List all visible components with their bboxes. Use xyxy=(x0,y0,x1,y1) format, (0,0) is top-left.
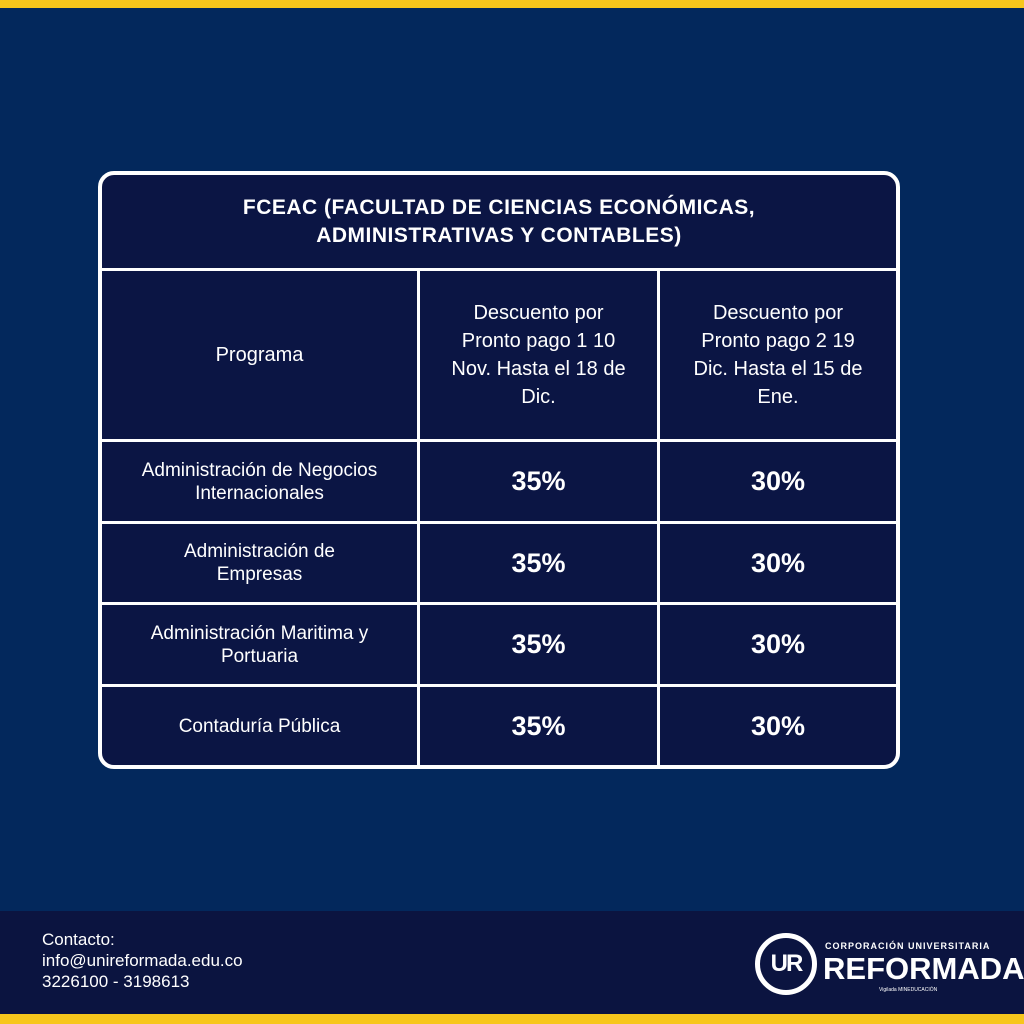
column-divider xyxy=(417,271,420,765)
header-discount2: Descuento por Pronto pago 2 19 Dic. Hast… xyxy=(693,302,863,408)
row-divider xyxy=(102,602,896,605)
contact-phones: 3226100 - 3198613 xyxy=(42,972,190,991)
discount1-value: 35% xyxy=(511,629,566,659)
header-discount1: Descuento por Pronto pago 1 10 Nov. Hast… xyxy=(451,302,626,408)
row-divider xyxy=(102,439,896,442)
bottom-accent-stripe xyxy=(0,1014,1024,1024)
header-discount2-cell: Descuento por Pronto pago 2 19 Dic. Hast… xyxy=(660,271,896,439)
contact-block: Contacto: info@unireformada.edu.co 32261… xyxy=(42,929,243,992)
discount2-cell: 30% xyxy=(660,605,896,684)
discount2-value: 30% xyxy=(750,629,806,659)
table-row: Administración de Empresas xyxy=(102,524,417,602)
table-grid: Programa Descuento por Pronto pago 1 10 … xyxy=(102,271,896,765)
header-discount1-cell: Descuento por Pronto pago 1 10 Nov. Hast… xyxy=(420,271,657,439)
discount-table: FCEAC (FACULTAD DE CIENCIAS ECONÓMICAS, … xyxy=(98,171,900,769)
program-name: Contaduría Pública xyxy=(178,715,341,737)
contact-label: Contacto: xyxy=(42,930,115,949)
row-divider xyxy=(102,684,896,687)
row-divider xyxy=(102,521,896,524)
discount1-cell: 35% xyxy=(420,605,657,684)
table-row: Administración Maritima y Portuaria xyxy=(102,605,417,684)
discount1-cell: 35% xyxy=(420,524,657,602)
column-divider xyxy=(657,271,660,765)
discount2-cell: 30% xyxy=(660,442,896,521)
logo-name: REFORMADA. xyxy=(823,951,1024,986)
table-title: FCEAC (FACULTAD DE CIENCIAS ECONÓMICAS, … xyxy=(242,195,756,247)
table-row: Contaduría Pública xyxy=(102,687,417,765)
header-program-cell: Programa xyxy=(102,271,417,439)
discount2-cell: 30% xyxy=(660,524,896,602)
discount1-value: 35% xyxy=(511,710,566,741)
program-name: Administración Maritima y Portuaria xyxy=(150,622,369,667)
discount2-cell: 30% xyxy=(660,687,896,765)
program-name: Administración de Negocios Internacional… xyxy=(141,459,378,504)
discount1-value: 35% xyxy=(511,547,566,578)
discount2-value: 30% xyxy=(750,547,806,578)
header-program: Programa xyxy=(215,344,304,366)
program-name: Administración de Empresas xyxy=(183,541,336,585)
contact-email[interactable]: info@unireformada.edu.co xyxy=(42,951,243,970)
top-accent-stripe xyxy=(0,0,1024,8)
logo-tagline: CORPORACIÓN UNIVERSITARIA xyxy=(825,941,991,951)
logo-mark-icon: UR xyxy=(755,933,817,995)
university-logo: UR CORPORACIÓN UNIVERSITARIA REFORMADA. … xyxy=(755,931,1024,1007)
discount2-value: 30% xyxy=(750,466,806,496)
discount1-cell: 35% xyxy=(420,687,657,765)
discount1-value: 35% xyxy=(511,466,566,496)
discount2-value: 30% xyxy=(750,710,806,741)
logo-note: Vigilada MINEDUCACIÓN xyxy=(879,987,938,993)
table-title-cell: FCEAC (FACULTAD DE CIENCIAS ECONÓMICAS, … xyxy=(102,175,896,271)
footer-bar: Contacto: info@unireformada.edu.co 32261… xyxy=(0,911,1024,1014)
table-row: Administración de Negocios Internacional… xyxy=(102,442,417,521)
discount1-cell: 35% xyxy=(420,442,657,521)
